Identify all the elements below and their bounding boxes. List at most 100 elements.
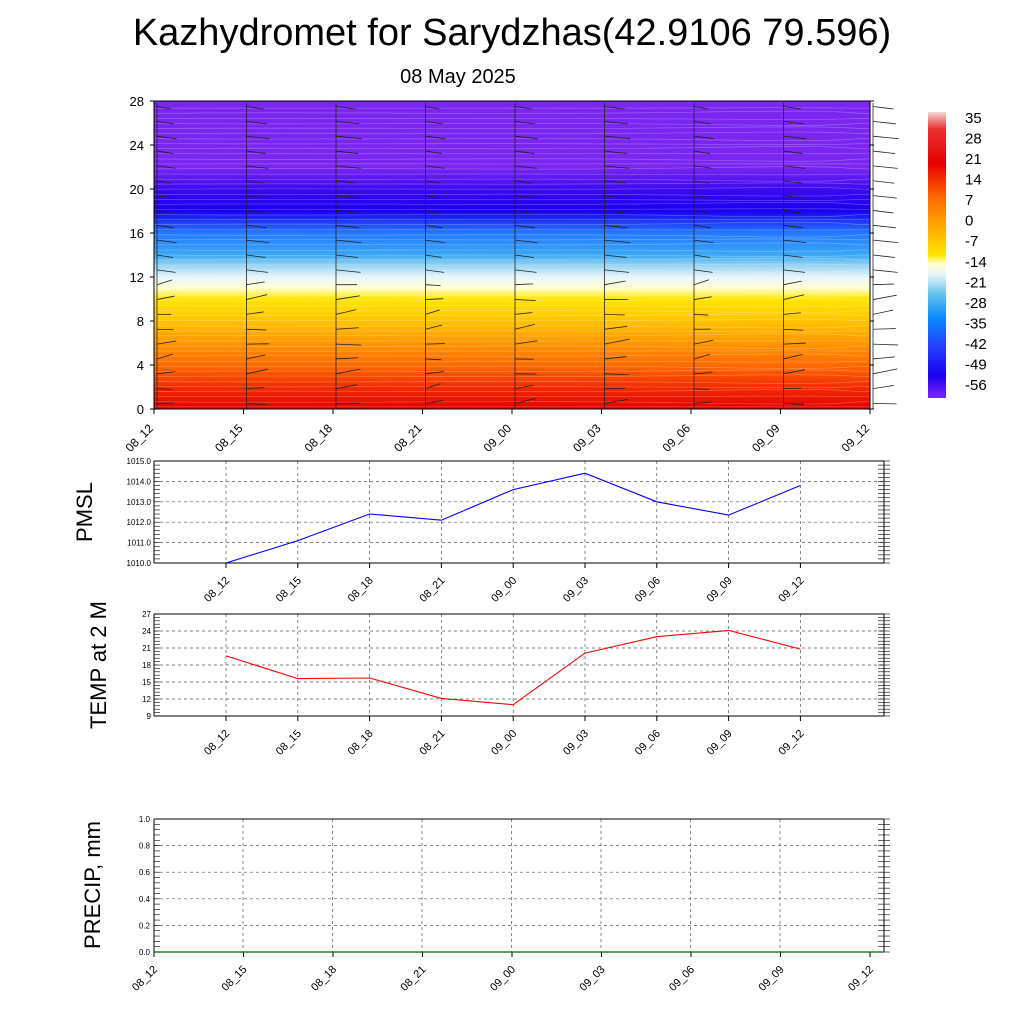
wind-barb [514,195,536,199]
wind-barb [604,338,630,345]
wind-barb [872,368,898,375]
wind-barb [604,224,628,229]
contour-line [153,214,871,218]
contour-line [153,277,871,281]
wind-barb [604,373,629,376]
y-tick-label: 1.0 [139,815,151,824]
wind-barb [604,269,630,273]
wind-barb [693,269,713,273]
y-axis-label: PRECIP, mm [80,821,105,949]
y-tick-label: 1010.0 [127,559,152,568]
x-tick-label: 08_21 [417,575,447,605]
wind-barb [425,239,446,244]
wind-barb [335,224,359,229]
wind-barb [514,384,534,390]
wind-barb [872,309,894,315]
wind-barb [335,135,362,140]
wind-barb [604,356,627,360]
wind-barb [514,106,533,110]
wind-barb [514,224,535,229]
wind-barb [246,269,269,273]
wind-barb [604,120,628,125]
y-tick-label: 1013.0 [127,498,152,507]
wind-barb [514,340,538,345]
wind-barb [872,385,895,390]
y-axis-label: PMSL [72,482,97,542]
y-tick-label: 8 [137,314,144,329]
wind-barb [783,403,805,405]
wind-barb [783,342,806,345]
wind-barb [425,309,440,315]
contour-line [153,143,871,146]
wind-barb [335,180,358,184]
wind-barb [156,239,177,244]
wind-barb [335,327,359,330]
wind-barb [246,224,267,229]
wind-barb [693,195,712,199]
contour-line [153,305,871,308]
wind-barb [783,120,804,125]
y-tick-label: 12 [142,695,151,704]
wind-barb [604,398,629,404]
x-tick-label: 09_00 [481,421,515,455]
wind-barb [693,106,709,110]
contour-line [153,333,871,337]
wind-barb [425,180,441,184]
wind-barb [872,106,894,110]
wind-barb [693,254,711,258]
wind-barb [246,328,267,331]
contour-line [153,208,871,210]
y-tick-label: 1014.0 [127,477,152,486]
contour-line [153,325,871,329]
series-line [225,472,801,564]
contour-line [153,193,871,197]
wind-barb [425,224,443,229]
wind-barb [783,239,806,244]
wind-barb [783,180,802,184]
contour-line [153,395,871,398]
wind-barb [425,269,445,273]
contour-line [153,178,871,182]
contour-line [153,123,871,126]
wind-barb [783,369,805,375]
wind-barb [693,239,714,244]
contour-line [153,110,871,114]
wind-barb [514,135,538,140]
y-tick-label: 18 [142,661,151,670]
wind-barb [156,269,176,273]
wind-barb [246,387,265,390]
wind-barb [246,180,265,184]
contour-line [153,289,871,294]
contour-line [153,365,871,369]
wind-barb [335,269,361,273]
wind-barb [514,180,534,184]
contour-line [153,401,871,405]
x-tick-label: 09_06 [633,728,663,758]
chart-subtitle: 08 May 2025 [400,66,516,88]
wind-barb [425,383,441,390]
contour-line [153,381,871,384]
wind-barb [156,224,174,229]
y-tick-label: 0 [137,402,144,417]
x-tick-label: 08_12 [130,964,160,994]
x-tick-label: 08_15 [220,964,250,994]
contour-line [153,166,871,170]
x-tick-label: 08_15 [212,421,246,455]
contour-line [153,249,871,252]
wind-barb [514,269,537,273]
wind-barb [156,353,173,360]
colorbar: 35 28 21 14 7 0 -7 -14 -21 -28 -35 -42 -49 -56 [928,110,987,398]
wind-barb [335,343,362,346]
contour-line [153,254,871,257]
wind-barb [604,180,626,184]
y-tick-label: 24 [142,627,151,636]
wind-barb [425,371,444,375]
wind-barb [335,309,357,315]
colorbar-label: -35 [965,315,987,332]
x-tick-label: 09_09 [749,421,783,455]
x-tick-label: 08_21 [391,421,425,455]
y-tick-label: 9 [147,712,152,721]
x-tick-label: 08_21 [399,964,429,994]
contour-line [153,257,871,261]
x-tick-label: 09_12 [776,728,806,758]
